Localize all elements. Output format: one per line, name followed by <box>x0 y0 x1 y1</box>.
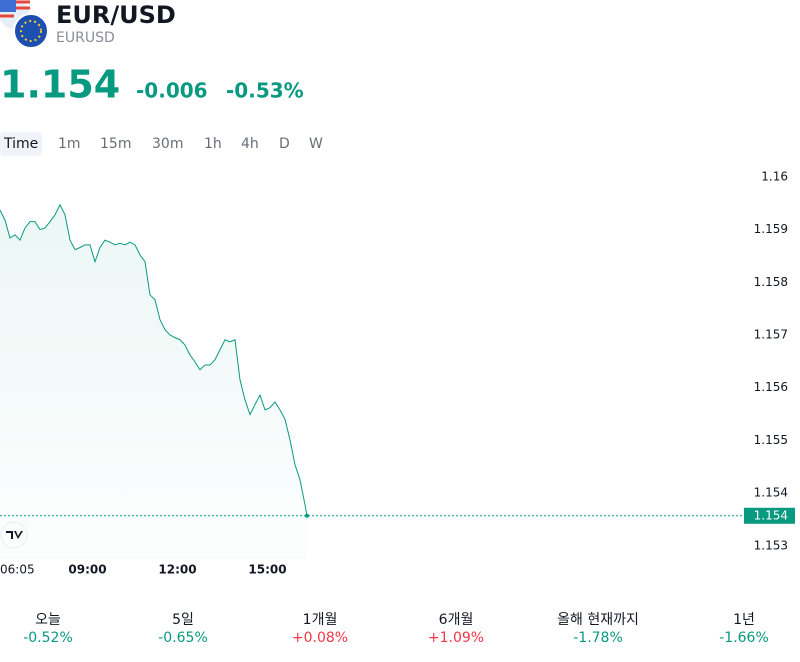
timeframe-tab[interactable]: D <box>279 136 290 152</box>
x-tick-label: 12:00 <box>158 563 196 577</box>
x-tick-label: 06:05 <box>0 563 35 577</box>
period-change: -1.78% <box>573 630 623 646</box>
period-label[interactable]: 1개월 <box>303 612 338 628</box>
x-tick-label: 15:00 <box>248 563 286 577</box>
y-tick-label: 1.154 <box>754 486 788 500</box>
y-tick-label: 1.157 <box>754 327 788 341</box>
period-label[interactable]: 1년 <box>733 612 755 628</box>
change: -0.006 <box>136 79 208 103</box>
timeframe-tab[interactable]: 1m <box>58 136 81 152</box>
period-change: -0.65% <box>158 630 208 646</box>
change-percent: -0.53% <box>226 79 304 103</box>
timeframe-tab[interactable]: W <box>309 136 323 152</box>
period-change: -1.66% <box>719 630 769 646</box>
y-tick-label: 1.156 <box>754 380 788 394</box>
price-line <box>0 203 308 516</box>
y-tick-label: 1.153 <box>754 538 788 552</box>
last-price-box <box>744 507 795 524</box>
period-change: -0.52% <box>23 630 73 646</box>
period-label[interactable]: 5일 <box>172 612 194 628</box>
timeframe-tab[interactable]: 1h <box>204 136 222 152</box>
period-label[interactable]: 오늘 <box>35 612 61 628</box>
timeframe-tab[interactable]: 15m <box>100 136 131 152</box>
y-tick-label: 1.16 <box>761 169 788 183</box>
y-tick-label: 1.159 <box>754 222 788 236</box>
symbol-code: EURUSD <box>56 30 115 46</box>
active-tab <box>0 132 42 156</box>
y-tick-label: 1.155 <box>754 433 788 447</box>
period-label[interactable]: 올해 현재까지 <box>557 612 639 628</box>
period-label[interactable]: 6개월 <box>439 612 474 628</box>
symbol-icon <box>0 0 49 49</box>
symbol-title: EUR/USD <box>56 1 176 29</box>
x-tick-label: 09:00 <box>68 563 106 577</box>
timeframe-tab[interactable]: 30m <box>152 136 183 152</box>
period-change: +0.08% <box>292 630 348 646</box>
timeframe-tab[interactable]: Time <box>3 136 38 152</box>
period-change: +1.09% <box>428 630 484 646</box>
area-fill <box>0 204 307 560</box>
last-point <box>305 513 309 518</box>
y-tick-label: 1.158 <box>754 275 788 289</box>
timeframe-tab[interactable]: 4h <box>241 136 259 152</box>
last-price-label: 1.154 <box>754 508 788 522</box>
price: 1.154 <box>0 63 120 107</box>
